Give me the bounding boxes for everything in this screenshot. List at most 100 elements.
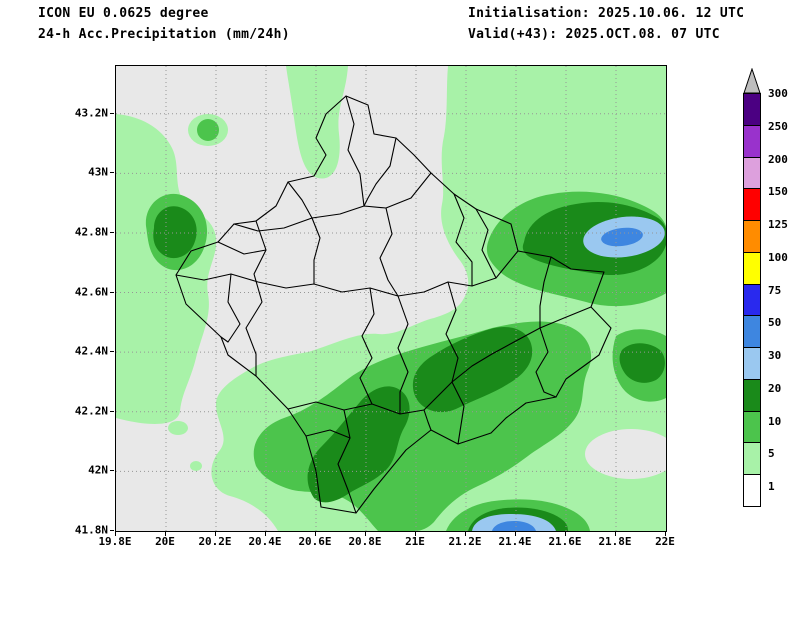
dry-area-southeast (585, 429, 666, 479)
precip-blue-bottom-core (492, 521, 536, 531)
municipal-boundary (535, 327, 557, 398)
municipal-boundary (345, 95, 365, 207)
valid-time: Valid(+43): 2025.OCT.08. 07 UTC (468, 27, 720, 42)
municipal-boundary (359, 287, 375, 405)
colorbar-segment (743, 93, 761, 126)
x-axis-tick (565, 532, 566, 536)
precip-light-north-column (286, 66, 348, 179)
municipal-boundary (539, 256, 552, 329)
colorbar-tick-label: 50 (768, 316, 782, 330)
y-axis-tick (110, 470, 114, 472)
y-axis-tick (110, 112, 114, 114)
colorbar-tick-label: 75 (768, 283, 782, 297)
x-axis-label: 21.2E (448, 535, 482, 548)
x-axis-tick (615, 532, 616, 536)
x-axis-tick (215, 532, 216, 536)
municipal-boundary (305, 429, 351, 439)
y-axis-label: 42N (88, 463, 108, 477)
product-title: 24-h Acc.Precipitation (mm/24h) (38, 27, 290, 42)
y-axis-label: 42.6N (74, 285, 108, 299)
init-time: Initialisation: 2025.10.06. 12 UTC (468, 6, 745, 21)
colorbar-overflow-triangle (743, 68, 761, 94)
x-axis-tick (515, 532, 516, 536)
colorbar-segment (743, 315, 761, 349)
precip-heavy-west-core (153, 206, 197, 259)
colorbar-segment (743, 251, 761, 285)
y-axis-tick (110, 291, 114, 293)
x-axis-tick (165, 532, 166, 536)
colorbar-tick-label: 150 (768, 185, 788, 199)
municipal-boundary (311, 217, 321, 285)
y-axis-label: 42.2N (74, 404, 108, 418)
municipal-boundary (453, 193, 473, 287)
colorbar-tick-label: 200 (768, 152, 788, 166)
kosovo-outer-border (175, 95, 612, 514)
x-axis-label: 20E (155, 535, 175, 548)
municipal-boundary (337, 409, 357, 514)
x-axis-tick (465, 532, 466, 536)
colorbar-segment (743, 378, 761, 412)
x-axis-label: 20.4E (248, 535, 282, 548)
x-axis-tick (115, 532, 116, 536)
x-axis-label: 21.8E (598, 535, 632, 548)
y-axis-label: 42.8N (74, 225, 108, 239)
x-axis-tick (265, 532, 266, 536)
precip-heavy-south-ridge (307, 386, 410, 503)
x-axis-label: 19.8E (98, 535, 132, 548)
precip-light-spot-southwest (168, 421, 188, 435)
colorbar-segment (743, 220, 761, 253)
gridlines (116, 66, 666, 531)
colorbar-segment (743, 283, 761, 317)
colorbar-segment (743, 188, 761, 222)
x-axis-tick (665, 532, 666, 536)
precip-blue-east-core (601, 227, 643, 247)
y-axis-tick (110, 231, 114, 233)
municipal-boundary (217, 241, 267, 255)
municipal-boundary (445, 281, 465, 445)
x-axis-label: 20.2E (198, 535, 232, 548)
colorbar-tick-label: 10 (768, 414, 782, 428)
colorbar-tick-label: 250 (768, 119, 788, 133)
colorbar-segment (743, 347, 761, 380)
municipal-boundary (233, 172, 432, 232)
y-axis-label: 41.8N (74, 523, 108, 537)
municipal-boundary (220, 273, 241, 343)
x-axis-tick (415, 532, 416, 536)
precip-light-west-band (116, 114, 217, 424)
x-axis-label: 21.4E (498, 535, 532, 548)
precip-heavy-east-spur (619, 343, 665, 383)
colorbar-tick-label: 125 (768, 218, 788, 232)
x-axis-label: 20.6E (298, 535, 332, 548)
y-axis-tick (110, 351, 114, 353)
municipal-boundary (175, 250, 519, 297)
colorbar-segment (743, 474, 761, 507)
colorbar-segment (743, 410, 761, 444)
y-axis-tick (110, 530, 114, 532)
precipitation-map (116, 66, 666, 531)
y-axis-label: 42.4N (74, 344, 108, 358)
precip-medium-spot-northwest (197, 119, 219, 141)
precip-light-spot-southwest-2 (190, 461, 202, 471)
colorbar-legend: 300 250 200 150 125 100 75 50 30 20 10 5 1 (743, 68, 800, 507)
admin-boundaries (175, 95, 612, 514)
y-axis-label: 43N (88, 165, 108, 179)
colorbar-segment (743, 156, 761, 190)
x-axis-label: 20.8E (348, 535, 382, 548)
colorbar-segment (743, 124, 761, 158)
colorbar-tick-label: 300 (768, 87, 788, 100)
colorbar-tick-label: 30 (768, 349, 782, 363)
colorbar-segment (743, 442, 761, 476)
municipal-boundary (379, 207, 399, 297)
x-axis-label: 21E (405, 535, 425, 548)
model-title: ICON EU 0.0625 degree (38, 6, 209, 21)
municipal-boundary (423, 409, 432, 431)
colorbar-tick-label: 5 (768, 447, 775, 461)
x-axis-label: 21.6E (548, 535, 582, 548)
colorbar-tick-label: 1 (768, 480, 775, 494)
municipal-boundary (287, 181, 313, 219)
municipal-boundary (475, 208, 497, 279)
colorbar-tick-label: 20 (768, 381, 782, 395)
x-axis-tick (315, 532, 316, 536)
x-axis-label: 22E (655, 535, 675, 548)
